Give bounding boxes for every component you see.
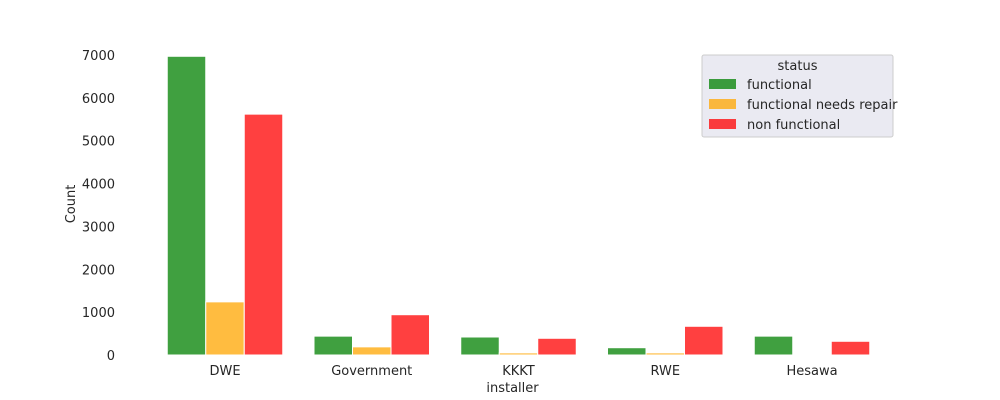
bar-government-functional-needs-repair — [352, 346, 392, 356]
legend-swatch — [709, 79, 736, 89]
y-tick-label: 0 — [107, 349, 115, 364]
x-axis-ticks: DWE Government KKKT RWE Hesawa — [209, 364, 837, 379]
bar-government-functional — [313, 335, 353, 356]
legend-label: functional needs repair — [747, 98, 898, 113]
legend-label: non functional — [747, 118, 840, 133]
x-tick-label: Government — [331, 364, 412, 379]
x-tick-label: DWE — [209, 364, 240, 379]
legend-label: functional — [747, 78, 812, 93]
bar-kkkt-functional — [460, 336, 500, 356]
legend-swatch — [709, 99, 736, 109]
legend: status functional functional needs repair… — [701, 54, 898, 138]
y-axis-title: Count — [64, 185, 79, 224]
x-axis-title: installer — [486, 381, 539, 396]
x-tick-label: RWE — [650, 364, 680, 379]
y-tick-label: 5000 — [82, 135, 115, 150]
bar-rwe-functional-needs-repair — [645, 352, 685, 356]
y-axis-ticks: 0 1000 2000 3000 4000 5000 6000 7000 — [82, 49, 115, 364]
bar-rwe-non-functional — [684, 325, 724, 356]
bar-dwe-functional-needs-repair — [205, 301, 245, 356]
y-tick-label: 6000 — [82, 92, 115, 107]
bar-kkkt-functional-needs-repair — [498, 352, 539, 356]
bar-government-non-functional — [390, 314, 430, 356]
legend-title: status — [778, 59, 818, 74]
y-tick-label: 1000 — [82, 306, 115, 321]
legend-items: functional functional needs repair non fun… — [709, 78, 898, 133]
y-tick-label: 3000 — [82, 220, 115, 235]
y-tick-label: 2000 — [82, 263, 115, 278]
legend-swatch — [709, 119, 736, 129]
bar-hesawa-non-functional — [830, 340, 871, 356]
bar-rwe-functional — [607, 347, 647, 356]
bar-dwe-non-functional — [243, 113, 284, 356]
bar-hesawa-functional — [753, 335, 794, 356]
y-tick-label: 4000 — [82, 178, 115, 193]
x-tick-label: KKKT — [502, 364, 535, 379]
x-tick-label: Hesawa — [786, 364, 837, 379]
bar-dwe-functional — [166, 55, 207, 356]
bars-layer — [166, 55, 871, 356]
y-tick-label: 7000 — [82, 49, 115, 64]
legend-box — [701, 54, 894, 138]
bar-kkkt-non-functional — [537, 337, 577, 356]
